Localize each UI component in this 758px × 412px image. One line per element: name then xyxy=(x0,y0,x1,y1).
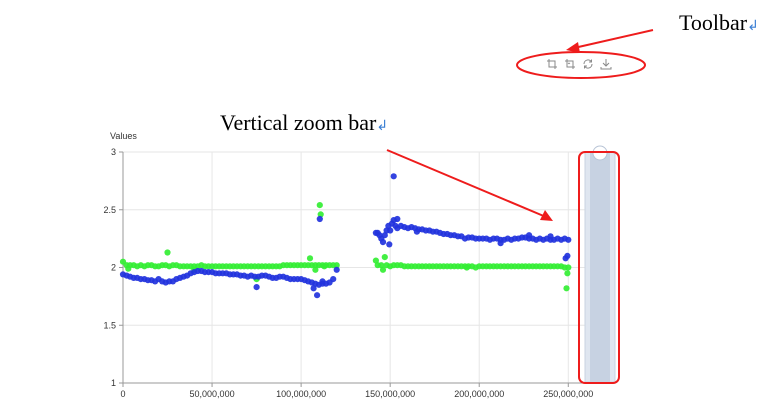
download-icon[interactable] xyxy=(600,58,612,70)
y-axis-title: Values xyxy=(110,131,137,141)
data-point xyxy=(547,233,554,240)
return-mark: ↲ xyxy=(747,19,758,34)
data-point xyxy=(164,249,171,256)
toolbar-arrow-line xyxy=(573,29,654,49)
restore-icon[interactable] xyxy=(582,58,594,70)
toolbar-highlight-ellipse xyxy=(516,51,646,79)
data-point xyxy=(564,252,571,259)
x-tick-label: 200,000,000 xyxy=(454,389,504,399)
y-tick-label: 1 xyxy=(111,378,116,388)
data-point xyxy=(125,265,132,272)
toolbar-arrow-head xyxy=(566,42,580,53)
data-point xyxy=(306,255,314,262)
chart-toolbar xyxy=(546,58,612,70)
y-tick-label: 3 xyxy=(111,147,116,157)
zoom-bar-highlight-box xyxy=(578,151,620,384)
chart-axes: 0 50,000,000 100,000,000 150,000,000 200,000… xyxy=(103,131,595,399)
y-tick-label: 1.5 xyxy=(103,320,116,330)
return-mark: ↲ xyxy=(376,119,389,134)
data-point xyxy=(413,228,420,235)
toolbar-callout-text: Toolbar xyxy=(679,10,748,35)
vertical-zoom-bar[interactable] xyxy=(584,145,616,383)
zoom-bar-arrow-line xyxy=(386,149,547,218)
data-points xyxy=(119,173,572,299)
data-point xyxy=(381,254,388,261)
zoom-bar-callout-text: Vertical zoom bar xyxy=(220,110,377,135)
data-point xyxy=(386,241,393,248)
x-tick-label: 50,000,000 xyxy=(190,389,235,399)
data-point xyxy=(381,232,388,239)
data-point xyxy=(314,292,321,299)
data-point xyxy=(387,227,394,234)
data-point xyxy=(497,240,504,247)
toolbar-callout-label: Toolbar↲ xyxy=(679,10,758,36)
x-tick-label: 250,000,000 xyxy=(543,389,593,399)
data-point xyxy=(565,264,572,271)
zoom-reset-icon[interactable] xyxy=(564,58,576,70)
data-point xyxy=(333,266,340,273)
data-point xyxy=(526,232,533,239)
zoom-bar-callout-label: Vertical zoom bar↲ xyxy=(220,110,388,136)
data-point xyxy=(316,215,323,223)
data-point xyxy=(310,285,317,292)
x-tick-label: 0 xyxy=(120,389,125,399)
data-point xyxy=(316,202,323,209)
data-point xyxy=(330,276,337,283)
y-tick-label: 2 xyxy=(111,263,116,273)
data-point xyxy=(317,211,324,218)
data-point xyxy=(390,173,397,180)
annotation-shapes xyxy=(386,29,654,384)
data-point xyxy=(394,215,401,223)
x-tick-label: 150,000,000 xyxy=(365,389,415,399)
zoom-icon[interactable] xyxy=(546,58,558,70)
data-point xyxy=(333,262,340,269)
data-point xyxy=(321,263,328,270)
data-point xyxy=(564,270,571,277)
y-tick-label: 2.5 xyxy=(103,205,116,215)
data-point xyxy=(463,264,470,271)
data-point xyxy=(379,239,387,246)
zoom-bar-arrow-head xyxy=(540,210,553,221)
data-point xyxy=(563,285,570,292)
zoom-bar-selection[interactable] xyxy=(590,152,610,382)
data-point xyxy=(379,266,387,273)
data-point xyxy=(319,278,326,285)
data-point xyxy=(253,284,260,291)
data-point xyxy=(312,266,319,273)
data-point xyxy=(565,236,572,243)
x-tick-label: 100,000,000 xyxy=(276,389,326,399)
